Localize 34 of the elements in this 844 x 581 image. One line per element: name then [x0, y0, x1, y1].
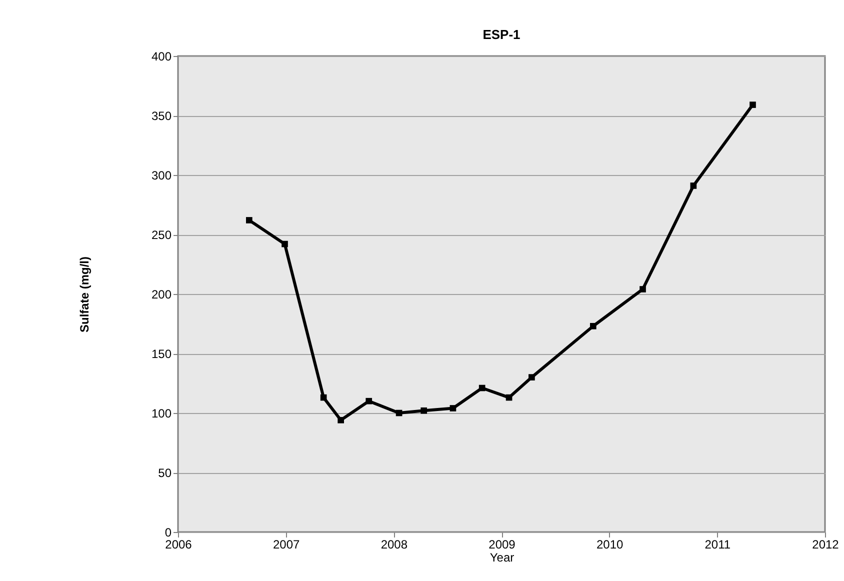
- point: [246, 217, 252, 224]
- y-tick-label: 0: [164, 526, 172, 540]
- point: [396, 410, 402, 416]
- x-tick-label: 2009: [488, 538, 516, 552]
- y-tick-label: 350: [151, 109, 172, 123]
- y-tick-label: 200: [151, 288, 172, 302]
- point: [450, 405, 456, 412]
- chart-title: ESP-1: [482, 27, 520, 42]
- x-tick-label: 2006: [165, 538, 192, 552]
- x-tick-label: 2012: [812, 538, 840, 552]
- point: [478, 384, 486, 392]
- x-tick-label: 2007: [272, 538, 300, 552]
- x-axis-title: Year: [490, 550, 514, 564]
- point: [338, 416, 344, 424]
- point: [750, 102, 756, 108]
- point: [690, 182, 697, 189]
- x-tick-label: 2008: [380, 538, 408, 552]
- x-tick-label: 2010: [596, 538, 624, 552]
- y-tick-label: 50: [158, 466, 172, 480]
- y-tick-label: 400: [151, 50, 172, 64]
- point: [590, 322, 596, 330]
- point: [420, 407, 428, 414]
- y-tick-label: 300: [151, 168, 172, 182]
- point: [506, 394, 512, 401]
- point: [640, 286, 646, 292]
- y-tick-label: 150: [151, 347, 172, 361]
- y-axis-title: Sulfate (mg/l): [77, 256, 92, 333]
- point: [366, 398, 372, 404]
- point: [528, 374, 535, 380]
- point: [282, 240, 288, 248]
- y-tick-label: 100: [151, 406, 172, 420]
- x-tick-label: 2011: [704, 538, 731, 552]
- y-tick-label: 250: [151, 228, 172, 242]
- point: [320, 394, 327, 401]
